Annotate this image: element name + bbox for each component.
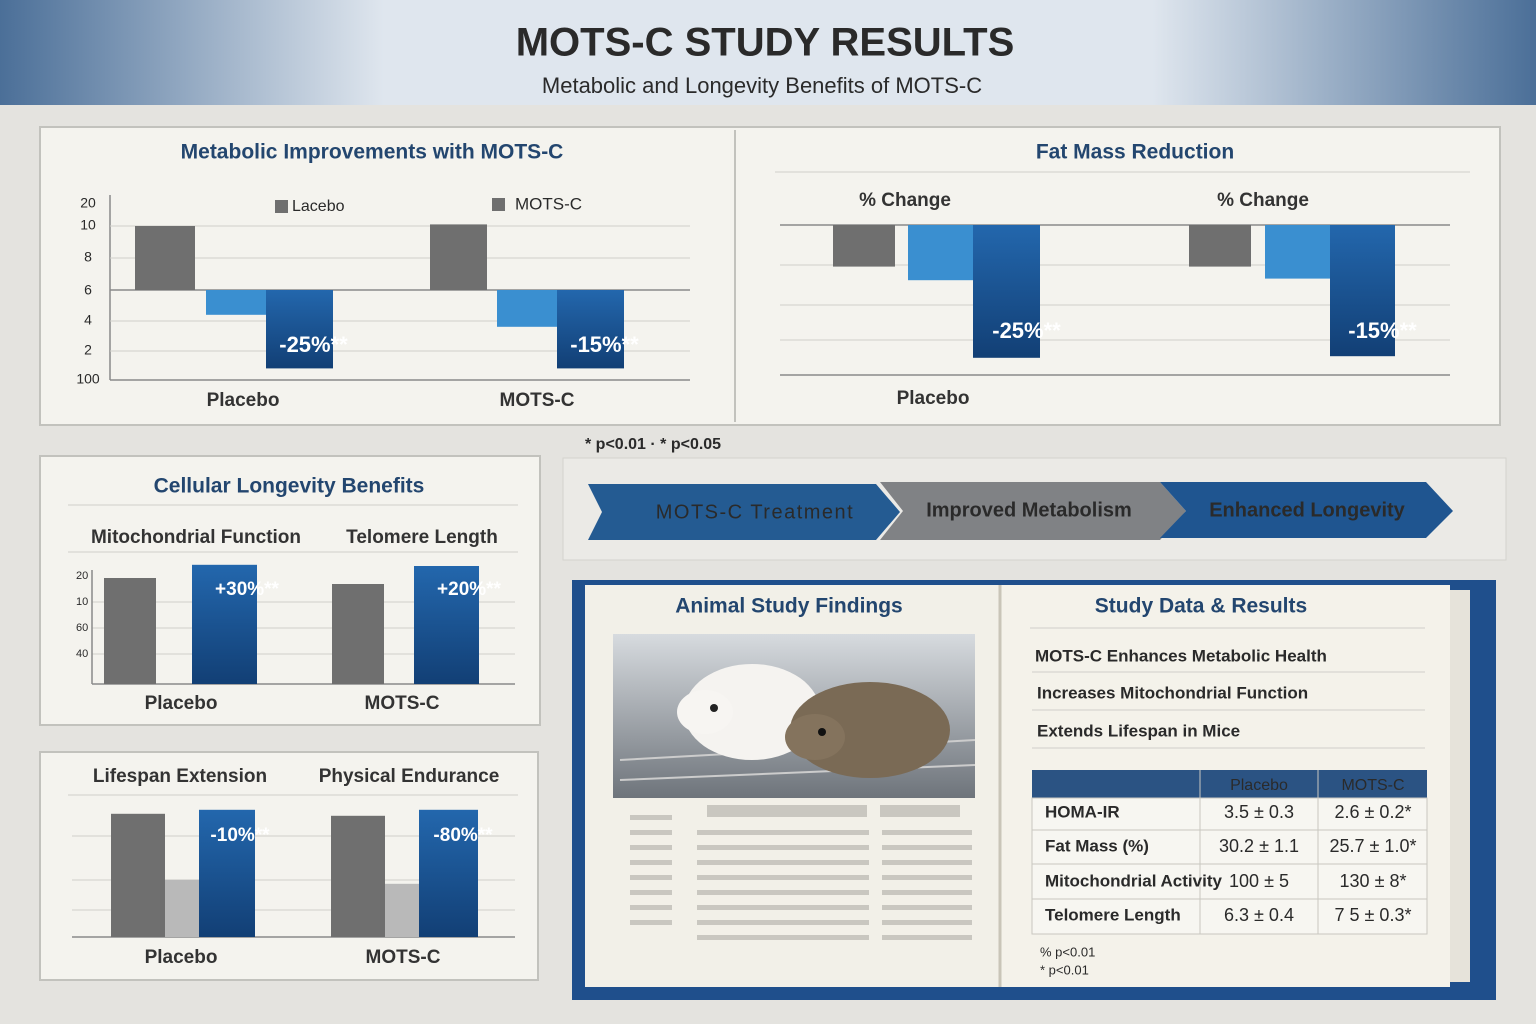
value-label: -15%**	[570, 332, 639, 357]
table-cell: Mitochondrial Activity	[1045, 871, 1222, 890]
bar	[1330, 225, 1395, 357]
bar	[104, 578, 156, 684]
bar	[111, 813, 165, 937]
table-cell: HOMA-IR	[1045, 802, 1120, 821]
bar	[332, 584, 384, 684]
table-head-cell: Placebo	[1230, 777, 1288, 794]
bar	[414, 566, 479, 684]
header-band	[0, 0, 1536, 105]
category-label: MOTS-C	[365, 693, 440, 714]
title: MOTS-C STUDY RESULTS	[516, 21, 1015, 65]
bar	[430, 224, 487, 290]
table-note: % p<0.01	[1040, 944, 1095, 959]
bar	[206, 290, 266, 315]
subtitle: % Change	[859, 190, 951, 211]
category-label: Placebo	[207, 390, 280, 411]
y-tick-label: 6	[84, 282, 92, 298]
value-label: +30%**	[215, 579, 280, 600]
table-note: * p<0.01	[1040, 962, 1089, 977]
y-tick-label: 10	[80, 217, 96, 233]
bar	[973, 225, 1040, 358]
category-label: Placebo	[897, 388, 970, 409]
flow-label: Improved Metabolism	[926, 499, 1132, 521]
footnote: * p<0.01 · * p<0.05	[585, 436, 721, 453]
value-label: -15%**	[1348, 318, 1417, 343]
page-title: Animal Study Findings	[675, 595, 903, 618]
panel-title: Cellular Longevity Benefits	[154, 475, 425, 498]
bar	[192, 564, 257, 684]
finding: MOTS-C Enhances Metabolic Health	[1035, 646, 1327, 665]
table-cell: 30.2 ± 1.1	[1219, 836, 1299, 856]
finding: Increases Mitochondrial Function	[1037, 683, 1308, 702]
page-title: Study Data & Results	[1095, 595, 1307, 618]
table-cell: Fat Mass (%)	[1045, 836, 1149, 855]
legend-swatch	[275, 200, 288, 213]
y-tick-label: 40	[76, 648, 88, 660]
bar	[165, 879, 199, 937]
table-body	[1031, 797, 1428, 935]
bar	[419, 809, 478, 937]
table-cell: Telomere Length	[1045, 905, 1181, 924]
bar	[557, 290, 624, 369]
subtitle: Mitochondrial Function	[91, 527, 301, 548]
table-cell: 100 ± 5	[1229, 871, 1289, 891]
legend-swatch	[492, 198, 505, 211]
category-label: Placebo	[145, 947, 218, 968]
flow-step	[880, 482, 1186, 540]
bar	[266, 290, 333, 369]
y-tick-label: 8	[84, 249, 92, 265]
y-tick-label: 60	[76, 622, 88, 634]
value-label: -25%**	[279, 332, 348, 357]
table-head-cell: MOTS-C	[1341, 777, 1404, 794]
photo-art	[619, 664, 976, 781]
table-cell: 130 ± 8*	[1340, 871, 1407, 891]
table-cell: 7 5 ± 0.3*	[1335, 905, 1412, 925]
y-tick-label: 20	[80, 195, 96, 211]
category-label: MOTS-C	[366, 947, 441, 968]
subtitle: Metabolic and Longevity Benefits of MOTS…	[542, 73, 982, 98]
table-cell: 2.6 ± 0.2*	[1335, 802, 1412, 822]
y-tick-label: 20	[76, 570, 88, 582]
subtitle: % Change	[1217, 190, 1309, 211]
y-tick-label: 2	[84, 342, 92, 358]
value-label: -25%**	[992, 318, 1061, 343]
bar	[1189, 225, 1251, 267]
page-edges	[1450, 590, 1470, 982]
bar	[331, 815, 385, 937]
bar	[385, 883, 419, 937]
value-label: +20%**	[437, 579, 502, 600]
table-cell: 25.7 ± 1.0*	[1330, 836, 1417, 856]
category-label: Placebo	[145, 693, 218, 714]
flow-step	[588, 484, 900, 540]
flow-step	[1160, 482, 1453, 538]
table-cell: 3.5 ± 0.3	[1224, 802, 1294, 822]
y-tick-label: 10	[76, 596, 88, 608]
table-cell: 6.3 ± 0.4	[1224, 905, 1294, 925]
flow-label: MOTS-C Treatment	[656, 501, 854, 523]
subtitle: Physical Endurance	[319, 766, 500, 787]
chart-title: Metabolic Improvements with MOTS-C	[181, 141, 564, 164]
category-label: MOTS-C	[500, 390, 575, 411]
y-tick-label: 100	[76, 371, 100, 387]
subtitle: Telomere Length	[346, 527, 498, 548]
chart-title: Fat Mass Reduction	[1036, 141, 1234, 164]
finding: Extends Lifespan in Mice	[1037, 721, 1240, 740]
y-tick-label: 4	[84, 312, 92, 328]
value-label: -10%**	[210, 825, 270, 846]
bar	[1265, 225, 1330, 279]
bar	[199, 809, 255, 937]
bar	[135, 226, 195, 290]
legend-label: MOTS-C	[515, 194, 582, 213]
value-label: -80%**	[433, 825, 493, 846]
table-header	[1032, 770, 1427, 798]
text-lines	[630, 805, 972, 940]
subtitle: Lifespan Extension	[93, 766, 267, 787]
bar	[497, 290, 557, 327]
bar	[833, 225, 895, 267]
bar	[908, 225, 973, 281]
legend-label: Lacebo	[292, 198, 345, 215]
flow-label: Enhanced Longevity	[1209, 499, 1405, 521]
